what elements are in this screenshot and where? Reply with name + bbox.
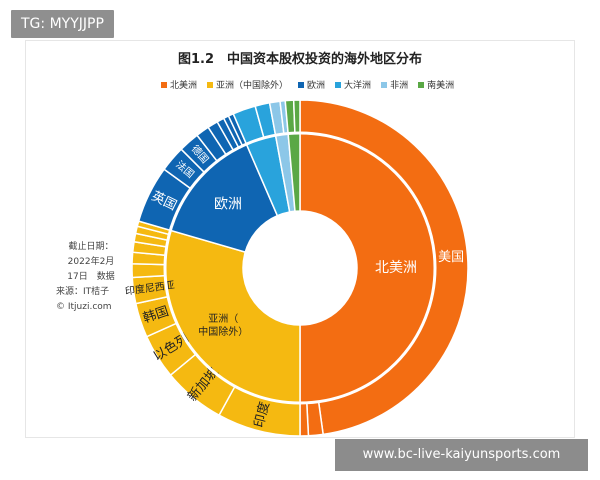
legend-swatch [298, 81, 305, 88]
legend-item-oceania: 大洋洲 [335, 78, 371, 91]
legend-label: 非洲 [390, 81, 409, 91]
outer-ring-segment [131, 263, 167, 279]
outer-ring-label: 印度 [251, 400, 273, 429]
legend-label: 欧洲 [307, 81, 326, 91]
legend-item-africa: 非洲 [381, 78, 408, 91]
source-note: 截止日期： 2022年2月 17日 数据 来源：IT桔子 © Itjuzi.co… [56, 240, 126, 315]
legend-item-north-america: 北美洲 [161, 78, 197, 91]
inner-ring-label: 中国除外） [198, 325, 248, 338]
inner-ring-label: 亚洲（ [208, 313, 238, 325]
note-line: © Itjuzi.com [56, 302, 112, 312]
legend-label: 北美洲 [170, 81, 198, 91]
legend-swatch [418, 81, 425, 88]
legend-swatch [161, 81, 167, 88]
outer-ring-segment [299, 402, 310, 437]
legend-item-south-america: 南美洲 [418, 78, 454, 91]
note-line: 来源：IT桔子 [56, 287, 110, 297]
outer-ring-segment [292, 99, 301, 134]
ring-divider [163, 131, 437, 405]
note-line: 2022年2月 [67, 257, 115, 267]
inner-ring-label: 北美洲 [375, 260, 417, 276]
watermark-top: TG: MYYJJPP [11, 10, 114, 38]
legend-item-asia: 亚洲（中国除外） [207, 78, 288, 91]
chart-title: 图1.2 中国资本股权投资的海外地区分布 [177, 52, 423, 67]
legend-item-europe: 欧洲 [298, 78, 325, 91]
legend-swatch [207, 81, 214, 88]
inner-ring-label: 欧洲 [214, 197, 242, 213]
legend-label: 大洋洲 [344, 81, 372, 91]
watermark-bottom: www.bc-live-kaiyunsports.com [335, 439, 588, 471]
legend-swatch [381, 81, 388, 88]
legend: 北美洲 亚洲（中国除外） 欧洲 大洋洲 非洲 南美洲 [161, 78, 454, 91]
legend-label: 亚洲（中国除外） [216, 81, 289, 91]
note-line: 17日 数据 [67, 272, 115, 282]
legend-label: 南美洲 [427, 81, 455, 91]
legend-swatch [335, 81, 342, 88]
outer-ring-label: 美国 [438, 250, 464, 265]
note-line: 截止日期： [68, 242, 114, 252]
